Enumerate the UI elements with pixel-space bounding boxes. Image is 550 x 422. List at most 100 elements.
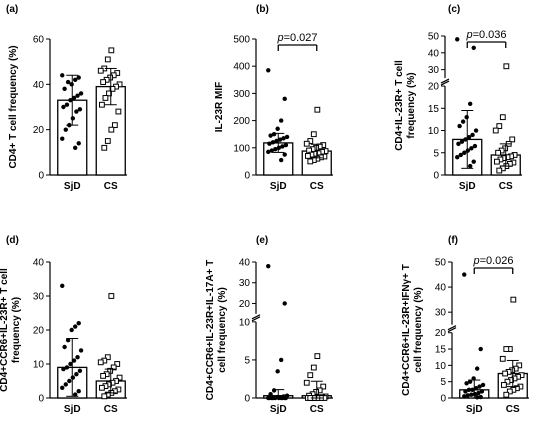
data-point bbox=[506, 388, 513, 395]
data-point bbox=[70, 116, 76, 121]
data-point bbox=[278, 157, 284, 163]
category-label: CS bbox=[499, 181, 513, 192]
category-label: SjD bbox=[459, 181, 476, 192]
data-point bbox=[496, 167, 503, 174]
data-point bbox=[108, 47, 115, 54]
data-point bbox=[276, 145, 282, 150]
data-point bbox=[281, 136, 286, 141]
data-point bbox=[303, 379, 310, 386]
data-point bbox=[70, 375, 76, 380]
data-point bbox=[462, 150, 467, 155]
data-point bbox=[65, 338, 71, 343]
data-point bbox=[266, 149, 271, 155]
data-point bbox=[72, 392, 78, 397]
data-point bbox=[462, 272, 467, 277]
chart-panel-6: (f) 0 5 10 15 20 30 40 50 CD4+CCR6+IL-23R+IFNγ+ T… bbox=[401, 235, 529, 415]
y-tick-label: 60 bbox=[33, 35, 45, 46]
data-point bbox=[465, 393, 470, 398]
axis-break-mark bbox=[447, 327, 457, 333]
data-point bbox=[75, 93, 80, 98]
data-point bbox=[72, 77, 78, 83]
category-label: SjD bbox=[270, 404, 287, 415]
data-point bbox=[267, 141, 272, 146]
data-point bbox=[69, 82, 74, 87]
data-point bbox=[501, 382, 507, 388]
category-label: CS bbox=[104, 181, 118, 192]
y-tick-label: 15 bbox=[428, 104, 440, 115]
data-point bbox=[282, 152, 287, 157]
y-tick-label: 40 bbox=[435, 283, 447, 294]
data-point bbox=[60, 385, 65, 390]
data-point bbox=[76, 389, 81, 394]
y-tick-label: 500 bbox=[233, 35, 250, 46]
data-point bbox=[307, 158, 314, 165]
data-point bbox=[65, 79, 71, 85]
data-point bbox=[464, 114, 469, 120]
data-point bbox=[111, 122, 118, 129]
data-point bbox=[499, 355, 506, 362]
axis-break-mark bbox=[251, 316, 261, 322]
axis-break-mark bbox=[440, 80, 450, 86]
data-point bbox=[502, 370, 509, 377]
data-point bbox=[467, 163, 473, 169]
data-point bbox=[278, 357, 284, 363]
data-point bbox=[499, 114, 506, 121]
data-point bbox=[68, 361, 73, 367]
y-axis-label: CD4+ T cell frequency (%) bbox=[8, 45, 19, 168]
y-tick-label: 5 bbox=[440, 377, 446, 388]
data-point bbox=[62, 344, 67, 350]
data-point bbox=[305, 153, 311, 159]
y-tick-label: 5 bbox=[244, 355, 250, 366]
data-point bbox=[60, 136, 65, 141]
panel-label: (c) bbox=[448, 4, 460, 15]
data-point bbox=[104, 138, 111, 144]
data-point bbox=[61, 366, 66, 372]
significance-label: p=0.027 bbox=[276, 32, 317, 44]
y-axis-label: CD4+CCR6+IL-23R+IL-17A+ T bbox=[205, 260, 216, 401]
y-tick-label: 10 bbox=[33, 360, 45, 371]
data-point bbox=[477, 384, 482, 389]
data-point bbox=[465, 148, 471, 153]
y-tick-label: 5 bbox=[433, 148, 439, 159]
panel-label: (d) bbox=[6, 235, 19, 246]
data-point bbox=[97, 359, 104, 366]
data-point bbox=[266, 263, 271, 269]
data-point bbox=[268, 133, 273, 138]
data-point bbox=[63, 127, 68, 132]
data-point bbox=[471, 45, 476, 50]
y-axis-label: frequency (%) bbox=[406, 72, 417, 138]
data-point bbox=[455, 37, 460, 42]
y-axis-label: frequency (%) bbox=[11, 297, 22, 363]
data-point bbox=[516, 362, 523, 369]
data-point bbox=[495, 149, 502, 156]
data-point bbox=[266, 68, 271, 73]
p-symbol: p bbox=[465, 29, 472, 41]
y-tick-label: 40 bbox=[239, 258, 251, 269]
data-point bbox=[76, 141, 81, 146]
data-point bbox=[310, 364, 317, 371]
data-point bbox=[100, 373, 107, 379]
chart-panel-2: (b) 0 100 200 300 400 500 IL-23R MIF SjD CS p=0.02… bbox=[214, 4, 333, 192]
data-point bbox=[100, 79, 107, 85]
data-point bbox=[473, 386, 479, 391]
data-point bbox=[480, 382, 486, 388]
y-tick-label: 30 bbox=[435, 308, 447, 319]
y-axis-label: CD4+CCR6+IL-23R+IFNγ+ T bbox=[401, 264, 412, 396]
panel-label: (a) bbox=[6, 4, 18, 15]
data-point bbox=[269, 395, 274, 401]
data-point bbox=[282, 301, 287, 306]
data-point bbox=[463, 389, 468, 394]
y-tick-label: 30 bbox=[428, 65, 440, 76]
data-point bbox=[60, 73, 65, 78]
data-point bbox=[61, 104, 66, 110]
y-tick-label: 0 bbox=[38, 394, 44, 405]
data-point bbox=[104, 56, 111, 63]
data-point bbox=[472, 391, 478, 397]
data-point bbox=[474, 395, 480, 400]
y-tick-label: 200 bbox=[233, 116, 250, 127]
data-point bbox=[503, 346, 510, 352]
data-point bbox=[472, 143, 478, 149]
data-point bbox=[63, 382, 68, 387]
y-axis-label: cell frequency (%) bbox=[413, 287, 424, 373]
